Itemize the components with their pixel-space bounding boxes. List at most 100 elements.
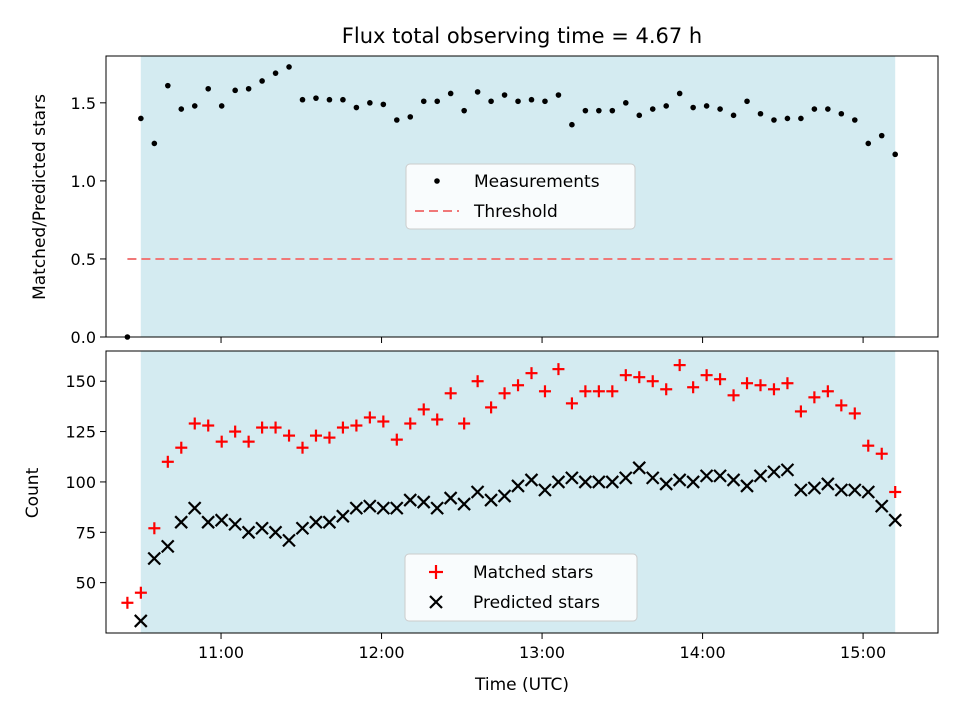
matched-star-point — [646, 375, 659, 388]
measurement-point — [851, 117, 858, 123]
predicted-star-point — [672, 473, 687, 487]
star-count-points — [121, 359, 902, 628]
predicted-star-point — [807, 481, 822, 495]
measurement-point — [744, 98, 750, 105]
measurement-point — [622, 100, 629, 106]
predicted-star-point — [268, 525, 283, 540]
matched-star-point — [431, 413, 444, 426]
measurement-point — [420, 98, 427, 105]
y-tick-label: 100 — [65, 473, 96, 492]
matched-star-point — [552, 363, 565, 376]
predicted-star-point — [524, 473, 539, 487]
matched-star-point — [633, 371, 646, 384]
matched-star-point — [754, 379, 767, 392]
matched-star-point — [363, 411, 376, 424]
matched-star-point — [229, 425, 242, 438]
matched-star-point — [323, 431, 336, 444]
predicted-star-point — [538, 483, 552, 497]
matched-star-point — [525, 367, 538, 380]
matched-star-point — [377, 415, 390, 428]
matched-star-point — [148, 522, 161, 535]
matched-star-point — [283, 429, 296, 442]
matched-star-point — [121, 596, 134, 609]
predicted-star-point — [295, 521, 310, 536]
predicted-star-point — [174, 515, 188, 529]
measurement-point — [663, 103, 670, 109]
measurement-point — [434, 98, 441, 105]
matched-star-point — [565, 397, 578, 410]
top-x-ticks — [220, 337, 864, 343]
measurement-point — [151, 140, 158, 147]
measurement-point — [286, 64, 292, 70]
predicted-star-point — [309, 515, 323, 529]
measurement-point — [771, 117, 777, 123]
matched-star-point — [741, 377, 754, 390]
predicted-star-point — [861, 485, 876, 499]
predicted-star-point — [874, 499, 889, 513]
matched-star-point — [256, 421, 269, 434]
measurement-point — [353, 104, 360, 111]
matched-star-point — [619, 369, 632, 382]
x-tick-label: 12:00 — [358, 643, 404, 662]
measurement-point — [892, 151, 898, 158]
bottom-y-axis-label: Count — [23, 467, 43, 518]
top-legend: Measurements Threshold — [405, 163, 636, 230]
matched-star-point — [714, 373, 727, 386]
measurement-point — [313, 95, 319, 101]
predicted-star-point — [740, 479, 754, 493]
matched-star-point — [390, 433, 403, 446]
bottom-x-ticks: 11:00 12:00 13:00 14:00 15:00 — [198, 633, 886, 662]
top-legend-box — [405, 163, 636, 230]
predicted-star-point — [726, 473, 741, 487]
measurement-point — [245, 85, 252, 92]
predicted-star-point — [605, 475, 620, 489]
measurement-point — [340, 96, 346, 103]
measurement-point — [703, 103, 710, 109]
measurement-point — [542, 98, 548, 105]
predicted-star-point — [794, 483, 808, 497]
predicted-star-point — [511, 479, 525, 493]
legend-matched-marker — [429, 565, 443, 579]
measurement-points — [124, 64, 898, 340]
measurement-point — [865, 140, 872, 147]
measurement-point — [299, 96, 306, 103]
measurement-point — [784, 115, 791, 122]
y-tick-label: 150 — [65, 372, 96, 391]
matched-star-point — [673, 359, 686, 372]
measurement-point — [272, 70, 279, 76]
measurement-point — [138, 115, 144, 122]
predicted-star-point — [389, 501, 404, 515]
legend-predicted-marker — [429, 595, 443, 609]
measurement-point — [515, 98, 521, 105]
predicted-star-point — [753, 469, 768, 483]
legend-measurements-label: Measurements — [474, 172, 600, 192]
matched-star-point — [175, 441, 188, 454]
measurement-point — [232, 87, 238, 94]
predicted-star-point — [255, 521, 269, 536]
predicted-star-point — [848, 483, 862, 497]
measurement-point — [461, 107, 467, 114]
predicted-star-point — [767, 465, 781, 479]
measurement-point — [555, 92, 562, 98]
x-tick-label: 14:00 — [680, 643, 726, 662]
predicted-star-point — [214, 513, 229, 527]
predicted-star-point — [457, 497, 471, 511]
matched-star-point — [848, 407, 861, 420]
predicted-star-point — [430, 501, 444, 515]
predicted-star-point — [403, 493, 417, 507]
legend-predicted-label: Predicted stars — [473, 593, 600, 613]
y-tick-label: 1.0 — [71, 172, 96, 191]
x-axis-label: Time (UTC) — [474, 675, 569, 695]
measurement-point — [528, 96, 535, 103]
predicted-star-point — [497, 489, 512, 503]
measurement-point — [165, 82, 171, 89]
bottom-legend-box — [404, 553, 638, 622]
predicted-star-point — [888, 513, 902, 527]
measurement-point — [394, 117, 400, 123]
predicted-star-point — [443, 491, 458, 505]
measurement-point — [717, 106, 723, 112]
predicted-star-point — [134, 614, 148, 628]
matched-star-point — [417, 403, 430, 416]
